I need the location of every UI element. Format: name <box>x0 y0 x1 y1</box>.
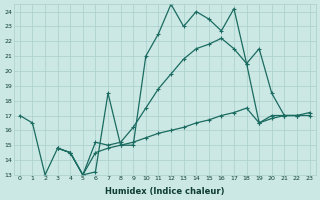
X-axis label: Humidex (Indice chaleur): Humidex (Indice chaleur) <box>105 187 224 196</box>
